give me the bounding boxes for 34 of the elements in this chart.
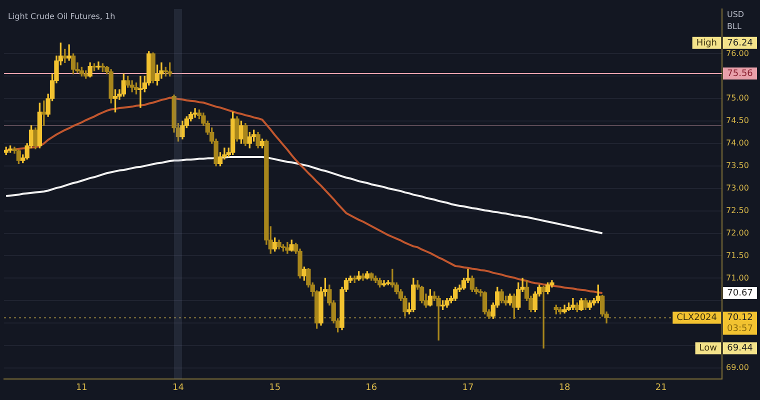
y-axis-title: USD BLL xyxy=(727,10,744,31)
y-tick-label: 74.00 xyxy=(726,138,749,148)
text: 69.44 xyxy=(727,344,754,354)
text: 70.12 xyxy=(727,313,753,324)
y-tick-label: 73.50 xyxy=(726,161,749,170)
y-tick-label: 72.00 xyxy=(726,228,749,238)
annotation: CLX2024 xyxy=(676,313,718,324)
annotation: High xyxy=(696,38,717,48)
y-tick-label: 73.00 xyxy=(726,183,749,192)
y-tick-label: 69.00 xyxy=(726,363,749,372)
chart-title: Light Crude Oil Futures, 1h xyxy=(8,12,116,21)
text: 76.24 xyxy=(727,38,754,48)
y-tick-label: 72.50 xyxy=(726,206,749,215)
annotation: Low xyxy=(699,344,718,354)
candlestick xyxy=(130,80,134,92)
y-tick-label: 75.00 xyxy=(726,94,749,103)
candlestick xyxy=(192,108,198,118)
y-tick-label: 71.50 xyxy=(726,250,749,260)
x-tick-label: 16 xyxy=(366,382,378,393)
candlestick xyxy=(541,286,546,349)
y-tick-label: 76.00 xyxy=(726,48,749,58)
text: 03:57 xyxy=(727,324,753,334)
x-tick-label: 11 xyxy=(76,382,88,393)
x-tick-label: 21 xyxy=(655,382,667,393)
x-tick-label: 18 xyxy=(558,382,571,393)
y-tick-label: 74.50 xyxy=(726,116,749,126)
ref-line-label: 75.56 xyxy=(727,68,754,79)
candlestick xyxy=(138,76,143,108)
x-tick-label: 17 xyxy=(462,382,474,393)
text: 70.67 xyxy=(727,288,753,298)
x-tick-label: 14 xyxy=(172,382,184,393)
candlestick xyxy=(436,296,441,340)
y-tick-label: 71.00 xyxy=(726,273,749,282)
x-tick-label: 15 xyxy=(269,382,281,393)
